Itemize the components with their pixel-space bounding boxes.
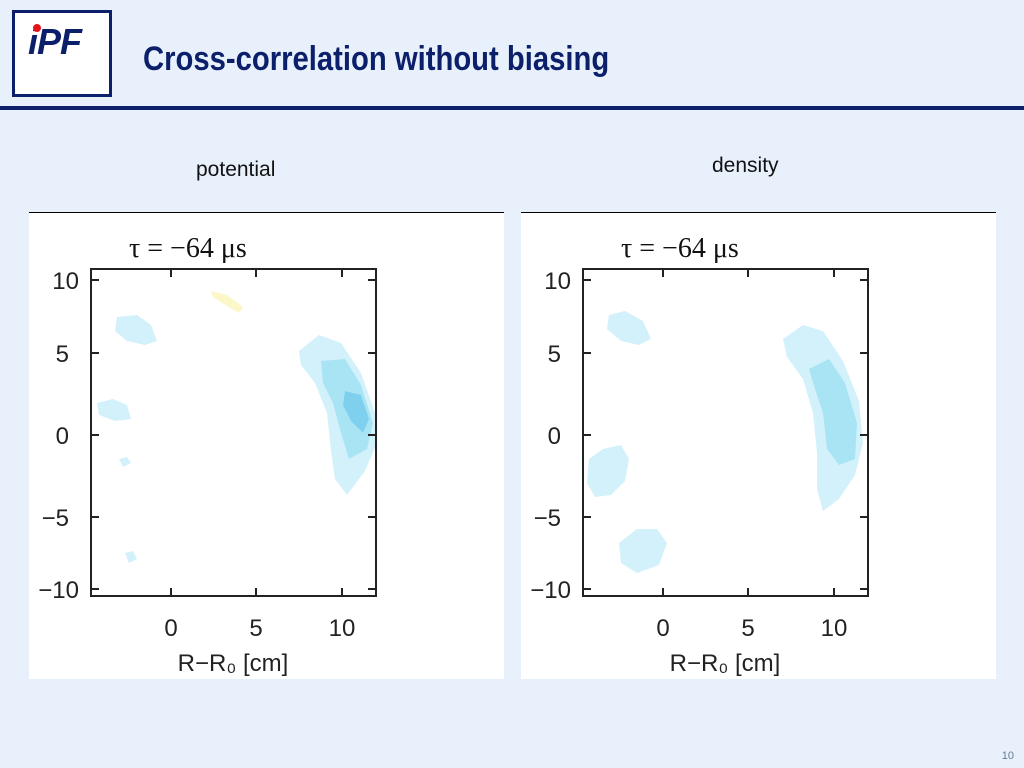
y-tick-label: −5 <box>534 505 561 532</box>
contour-arc-mid <box>809 359 857 465</box>
contour-left-small <box>119 457 131 467</box>
plot-frame <box>582 268 869 597</box>
x-tick-label: 10 <box>329 615 356 642</box>
y-tick-label: 10 <box>52 268 79 295</box>
y-tick-label: 10 <box>544 268 571 295</box>
y-tick-label: 5 <box>56 341 69 368</box>
contour-arc-outer <box>783 325 863 511</box>
y-tick-label: −5 <box>42 505 69 532</box>
contour-arc-core <box>343 391 369 433</box>
logo-dot-icon <box>33 24 41 32</box>
x-tick-label: 5 <box>249 615 262 642</box>
y-tick-label: 0 <box>548 423 561 450</box>
x-tick-label: 5 <box>741 615 754 642</box>
plot-title: τ = −64 μs <box>621 233 739 264</box>
page-number: 10 <box>1001 750 1014 762</box>
panel-label-density: density <box>712 154 779 177</box>
density-contour-plot: τ = −64 μs 10 5 0 −5 −10 0 <box>530 233 869 677</box>
y-tick-label: −10 <box>38 577 79 604</box>
density-plot: τ = −64 μs 10 5 0 −5 −10 0 <box>521 213 996 679</box>
potential-contour-plot: τ = −64 μs 10 5 0 −5 <box>38 233 377 677</box>
contour-bottom-small <box>125 551 137 563</box>
x-axis-label: R−R₀ [cm] <box>670 650 781 677</box>
contour-upper-left <box>115 315 157 345</box>
contour-regions <box>97 291 377 563</box>
contour-regions <box>587 311 863 573</box>
panel-label-potential: potential <box>196 158 276 181</box>
y-tick-label: −10 <box>530 577 571 604</box>
panel-divider-potential <box>29 212 504 213</box>
slide-title: Cross-correlation without biasing <box>143 40 610 78</box>
tick-marks <box>91 269 376 596</box>
x-tick-label: 10 <box>821 615 848 642</box>
x-tick-label: 0 <box>164 615 177 642</box>
x-axis-label: R−R₀ [cm] <box>178 650 289 677</box>
potential-plot: τ = −64 μs 10 5 0 −5 <box>29 213 504 679</box>
contour-upper-left <box>607 311 651 345</box>
contour-left-mid <box>97 399 131 421</box>
plot-frame <box>90 268 377 597</box>
y-tick-label: 5 <box>548 341 561 368</box>
y-tick-label: 0 <box>56 423 69 450</box>
tick-marks <box>583 269 868 596</box>
panel-divider-density <box>521 212 996 213</box>
contour-left-mid <box>587 445 629 497</box>
plot-title: τ = −64 μs <box>129 233 247 264</box>
contour-lower-left <box>619 529 667 573</box>
header-divider <box>0 106 1024 110</box>
logo: iPF <box>12 10 112 97</box>
x-tick-label: 0 <box>656 615 669 642</box>
contour-positive-blob <box>211 291 243 313</box>
